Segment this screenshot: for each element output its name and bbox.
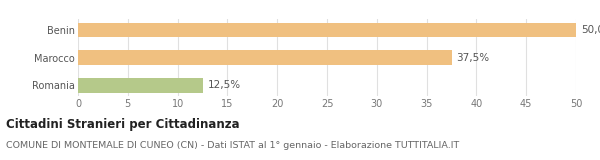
Bar: [78, 23, 576, 37]
Text: 12,5%: 12,5%: [208, 80, 241, 90]
Text: 37,5%: 37,5%: [457, 53, 490, 63]
Text: COMUNE DI MONTEMALE DI CUNEO (CN) - Dati ISTAT al 1° gennaio - Elaborazione TUTT: COMUNE DI MONTEMALE DI CUNEO (CN) - Dati…: [6, 141, 459, 150]
Text: 50,0%: 50,0%: [581, 25, 600, 35]
Bar: [78, 50, 452, 65]
Text: Cittadini Stranieri per Cittadinanza: Cittadini Stranieri per Cittadinanza: [6, 118, 239, 131]
Bar: [78, 78, 203, 92]
